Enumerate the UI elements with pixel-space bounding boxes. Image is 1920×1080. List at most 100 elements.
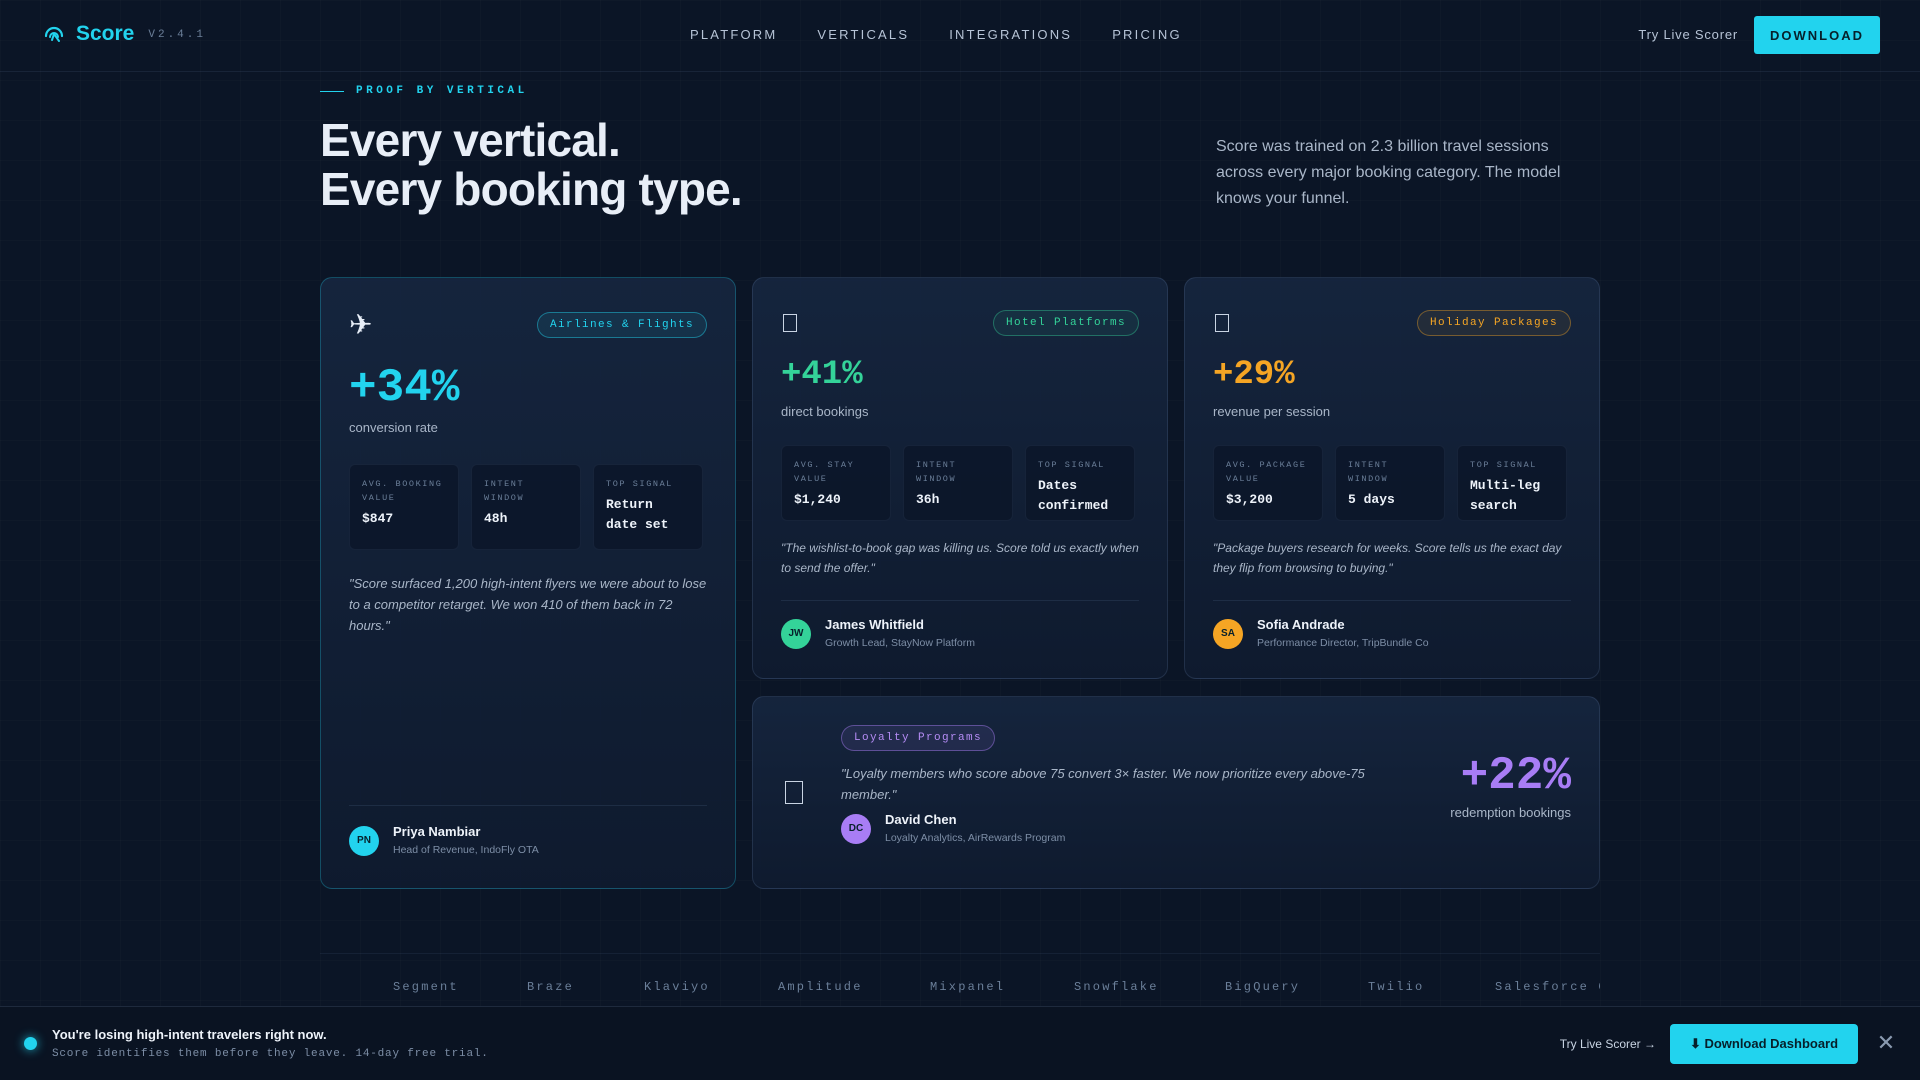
- metric-label: AVG. PACKAGE VALUE: [1226, 460, 1307, 484]
- loyalty-icon: [785, 781, 803, 804]
- hotel-testimonial-author: JW James Whitfield Growth Lead, StayNow …: [781, 616, 975, 651]
- loyalty-stat-block: +22% redemption bookings: [1450, 751, 1571, 820]
- metric-label: INTENT WINDOW: [1348, 460, 1389, 484]
- holiday-stat-label: revenue per session: [1213, 404, 1331, 419]
- brand[interactable]: Score V2.4.1: [42, 22, 206, 46]
- person-name: James Whitfield: [825, 617, 924, 632]
- metric-value: Multi-leg search: [1470, 478, 1541, 513]
- hotel-metrics: AVG. STAY VALUE $1,240 INTENT WINDOW 36h…: [781, 445, 1135, 521]
- hotel-icon: [783, 314, 797, 332]
- person-name: Priya Nambiar: [393, 824, 481, 839]
- airlines-badge: Airlines & Flights: [536, 312, 707, 338]
- version-label: V2.4.1: [148, 29, 206, 41]
- hero-description: Score was trained on 2.3 billion travel …: [1216, 138, 1561, 207]
- metric-label: AVG. STAY VALUE: [794, 460, 855, 484]
- holiday-card: Holiday Packages +29% revenue per sessio…: [1184, 277, 1600, 679]
- airlines-quote: "Score surfaced 1,200 high-intent flyers…: [349, 576, 707, 633]
- package-icon: [1215, 314, 1229, 332]
- eyebrow-text: PROOF BY VERTICAL: [356, 85, 528, 97]
- top-nav: Score V2.4.1 PLATFORM VERTICALS INTEGRAT…: [0, 0, 1920, 72]
- download-dashboard-button[interactable]: ⬇ Download Dashboard: [1670, 1024, 1858, 1064]
- banner-subtitle: Score identifies them before they leave.…: [52, 1048, 489, 1060]
- metric-label: TOP SIGNAL: [1470, 460, 1538, 470]
- close-icon[interactable]: ✕: [1876, 1030, 1896, 1055]
- person-role: Head of Revenue, IndoFly OTA: [393, 844, 539, 856]
- loyalty-stat-label: redemption bookings: [1450, 805, 1571, 820]
- download-button[interactable]: DOWNLOAD: [1754, 16, 1880, 54]
- integration-logo: BigQuery: [1225, 980, 1301, 994]
- brand-name: Score: [76, 22, 135, 45]
- hotel-stat-label: direct bookings: [781, 404, 869, 419]
- loyalty-testimonial-author: DC David Chen Loyalty Analytics, AirRewa…: [841, 811, 1065, 846]
- metric-value: Dates confirmed: [1038, 478, 1109, 513]
- loyalty-stat: +22%: [1460, 750, 1571, 802]
- metric-label: INTENT WINDOW: [484, 479, 525, 503]
- person-role: Growth Lead, StayNow Platform: [825, 637, 975, 649]
- try-live-scorer-link[interactable]: Try Live Scorer: [1638, 27, 1738, 42]
- airlines-stat-label: conversion rate: [349, 420, 438, 435]
- hotel-card: Hotel Platforms +41% direct bookings AVG…: [752, 277, 1168, 679]
- hotel-stat: +41%: [781, 356, 863, 394]
- integration-logo: Salesforce C: [1495, 980, 1600, 994]
- cta-banner: You're losing high-intent travelers righ…: [0, 1006, 1920, 1080]
- loyalty-quote: "Loyalty members who score above 75 conv…: [841, 766, 1365, 802]
- avatar: SA: [1213, 618, 1243, 649]
- metric-label: AVG. BOOKING VALUE: [362, 479, 443, 503]
- metric-value: $847: [362, 511, 394, 526]
- metric-tile: INTENT WINDOW 48h: [471, 464, 581, 550]
- banner-try-live-scorer-link[interactable]: Try Live Scorer →: [1559, 1037, 1656, 1051]
- airlines-testimonial-author: PN Priya Nambiar Head of Revenue, IndoFl…: [349, 823, 539, 858]
- nav-links: PLATFORM VERTICALS INTEGRATIONS PRICING: [690, 27, 1182, 42]
- airlines-metrics: AVG. BOOKING VALUE $847 INTENT WINDOW 48…: [349, 464, 703, 550]
- integration-logo: Amplitude: [778, 980, 863, 994]
- airlines-stat: +34%: [349, 362, 460, 414]
- airplane-icon: ✈: [349, 309, 373, 340]
- metric-tile: INTENT WINDOW 5 days: [1335, 445, 1445, 521]
- metric-tile: AVG. PACKAGE VALUE $3,200: [1213, 445, 1323, 521]
- divider: [349, 805, 707, 806]
- holiday-badge: Holiday Packages: [1416, 310, 1571, 336]
- airlines-card: ✈ Airlines & Flights +34% conversion rat…: [320, 277, 736, 889]
- hotel-quote: "The wishlist-to-book gap was killing us…: [781, 541, 1139, 575]
- metric-tile: INTENT WINDOW 36h: [903, 445, 1013, 521]
- eyebrow: PROOF BY VERTICAL: [320, 85, 528, 97]
- hotel-badge: Hotel Platforms: [992, 310, 1139, 336]
- metric-value: Return date set: [606, 497, 669, 532]
- integration-logo: Klaviyo: [644, 980, 710, 994]
- holiday-testimonial-author: SA Sofia Andrade Performance Director, T…: [1213, 616, 1429, 651]
- metric-value: $3,200: [1226, 492, 1273, 507]
- metric-label: TOP SIGNAL: [606, 479, 674, 489]
- loyalty-card: Loyalty Programs "Loyalty members who sc…: [752, 696, 1600, 889]
- metric-label: TOP SIGNAL: [1038, 460, 1106, 470]
- avatar: DC: [841, 813, 871, 844]
- metric-value: $1,240: [794, 492, 841, 507]
- metric-tile: TOP SIGNAL Return date set: [593, 464, 703, 550]
- nav-link-integrations[interactable]: INTEGRATIONS: [949, 27, 1073, 42]
- metric-tile: AVG. BOOKING VALUE $847: [349, 464, 459, 550]
- nav-link-pricing[interactable]: PRICING: [1112, 27, 1182, 42]
- metric-tile: TOP SIGNAL Multi-leg search: [1457, 445, 1567, 521]
- person-role: Performance Director, TripBundle Co: [1257, 637, 1429, 649]
- page-title: Every vertical. Every booking type.: [320, 114, 743, 215]
- person-role: Loyalty Analytics, AirRewards Program: [885, 832, 1066, 844]
- holiday-quote: "Package buyers research for weeks. Scor…: [1213, 541, 1562, 575]
- integration-logo: Twilio: [1368, 980, 1425, 994]
- loyalty-badge: Loyalty Programs: [841, 725, 996, 751]
- integration-logo: Braze: [527, 980, 575, 994]
- page-title-line-2: Every booking type.: [320, 163, 743, 215]
- avatar: PN: [349, 825, 379, 856]
- metric-tile: AVG. STAY VALUE $1,240: [781, 445, 891, 521]
- nav-link-platform[interactable]: PLATFORM: [690, 27, 778, 42]
- integrations-divider: [320, 953, 1600, 954]
- nav-link-verticals[interactable]: VERTICALS: [817, 27, 910, 42]
- integration-logo: Segment: [393, 980, 459, 994]
- page-title-line-1: Every vertical.: [320, 114, 621, 166]
- divider: [1213, 600, 1571, 601]
- metric-label: INTENT WINDOW: [916, 460, 957, 484]
- live-indicator-icon: [24, 1037, 37, 1050]
- metric-value: 5 days: [1348, 492, 1395, 507]
- integrations-strip: Segment Braze Klaviyo Amplitude Mixpanel…: [320, 980, 1600, 1000]
- metric-value: 48h: [484, 511, 508, 526]
- divider: [781, 600, 1139, 601]
- eyebrow-line: [320, 90, 344, 92]
